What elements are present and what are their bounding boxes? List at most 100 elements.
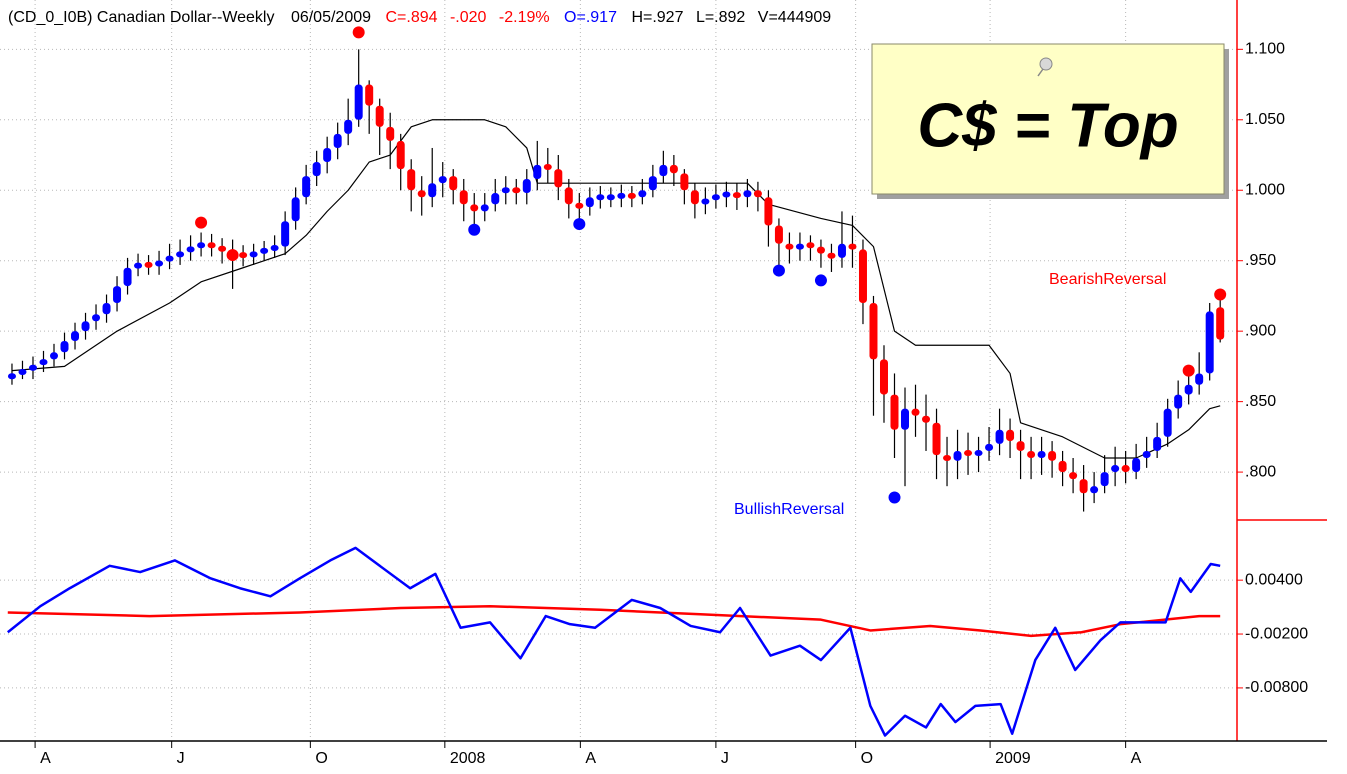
candle-body — [953, 450, 962, 461]
candle-body — [18, 369, 27, 376]
candle-body — [480, 204, 489, 212]
candle-body — [985, 443, 994, 451]
candle-body — [375, 105, 384, 127]
candle-body — [333, 133, 342, 148]
x-tick-label: A — [1131, 750, 1142, 767]
reversal-marker — [888, 491, 901, 504]
candle-body — [575, 202, 584, 209]
candle-body — [1079, 479, 1088, 494]
reversal-marker — [814, 274, 827, 287]
candle-body — [1216, 307, 1225, 340]
candle-body — [974, 450, 983, 457]
candle-body — [1027, 450, 1036, 458]
candle-body — [879, 359, 888, 395]
candle-body — [134, 262, 143, 269]
y-tick-label: .950 — [1245, 252, 1276, 269]
candle-body — [1195, 373, 1204, 385]
candle-body — [501, 187, 510, 194]
candle-body — [564, 187, 573, 205]
candle-body — [1184, 384, 1193, 395]
x-tick-label: J — [177, 750, 185, 767]
candle-body — [711, 194, 720, 201]
candle-body — [459, 190, 468, 205]
candle-body — [438, 176, 447, 184]
candle-body — [302, 176, 311, 198]
candle-body — [81, 321, 90, 332]
x-tick-label: O — [861, 750, 873, 767]
reversal-marker — [195, 216, 208, 229]
y-tick-label: .900 — [1245, 322, 1276, 339]
candle-body — [627, 192, 636, 199]
candle-body — [690, 190, 699, 205]
candle-body — [1058, 460, 1067, 473]
candle-body — [1121, 465, 1130, 473]
candle-body — [753, 190, 762, 198]
candle-body — [71, 331, 80, 342]
candle-body — [1174, 394, 1183, 409]
candle-body — [281, 221, 290, 247]
candle-body — [365, 84, 374, 106]
candle-body — [449, 176, 458, 191]
header-title: (CD_0_I0B) Canadian Dollar--Weekly — [8, 9, 274, 26]
candle-body — [1111, 465, 1120, 473]
candle-body — [270, 245, 279, 252]
candle-body — [1132, 457, 1141, 473]
candle-body — [764, 197, 773, 226]
candle-body — [1153, 436, 1162, 451]
oscillator-line — [7, 604, 1221, 638]
header-date: 06/05/2009 — [291, 9, 371, 26]
candle-body — [165, 255, 174, 262]
candle-body — [39, 359, 48, 366]
candle-body — [743, 190, 752, 198]
candle-body — [1100, 472, 1109, 487]
header-high: H=.927 — [631, 9, 683, 26]
candle-body — [491, 193, 500, 205]
annotation-bearish: BearishReversal — [1049, 271, 1166, 288]
header-change-pct: -2.19% — [499, 9, 550, 26]
candle-body — [102, 302, 111, 315]
candle-body — [680, 173, 689, 191]
x-tick-label: A — [585, 750, 596, 767]
candle-body — [816, 246, 825, 254]
candle-body — [386, 126, 395, 141]
y-tick-label: .800 — [1245, 463, 1276, 480]
candle-body — [176, 251, 185, 258]
candle-body — [669, 164, 678, 174]
reversal-marker — [573, 218, 586, 231]
candle-body — [291, 197, 300, 222]
candle-body — [890, 394, 899, 430]
candle-body — [848, 243, 857, 250]
callout-box: C$ = Top — [871, 43, 1229, 199]
candle-body — [806, 242, 815, 249]
candle-body — [428, 183, 437, 198]
y-tick-label: 1.050 — [1245, 111, 1285, 128]
candle-body — [837, 243, 846, 258]
pin-needle — [1037, 68, 1044, 77]
header-change: -.020 — [450, 9, 487, 26]
reversal-marker — [226, 249, 239, 262]
candle-body — [922, 415, 931, 423]
y-tick-label: -0.00200 — [1245, 625, 1308, 642]
candle-body — [858, 249, 867, 303]
candle-body — [606, 194, 615, 201]
candle-body — [659, 164, 668, 177]
candle-body — [197, 242, 206, 249]
candle-body — [701, 198, 710, 205]
candle-body — [869, 302, 878, 360]
y-tick-label: 0.00400 — [1245, 571, 1303, 588]
candle-body — [1205, 311, 1214, 374]
candle-body — [218, 245, 227, 252]
candle-body — [7, 373, 16, 380]
header-low: L=.892 — [696, 9, 745, 26]
y-tick-label: 1.100 — [1245, 41, 1285, 58]
candle-body — [207, 242, 216, 249]
candle-body — [827, 252, 836, 259]
y-tick-label: .850 — [1245, 393, 1276, 410]
candle-body — [92, 314, 101, 322]
candle-body — [533, 164, 542, 179]
candle-body — [774, 225, 783, 244]
candle-body — [1016, 441, 1025, 451]
candle-body — [260, 247, 269, 254]
candle-body — [1142, 450, 1151, 458]
candle-body — [1037, 450, 1046, 458]
